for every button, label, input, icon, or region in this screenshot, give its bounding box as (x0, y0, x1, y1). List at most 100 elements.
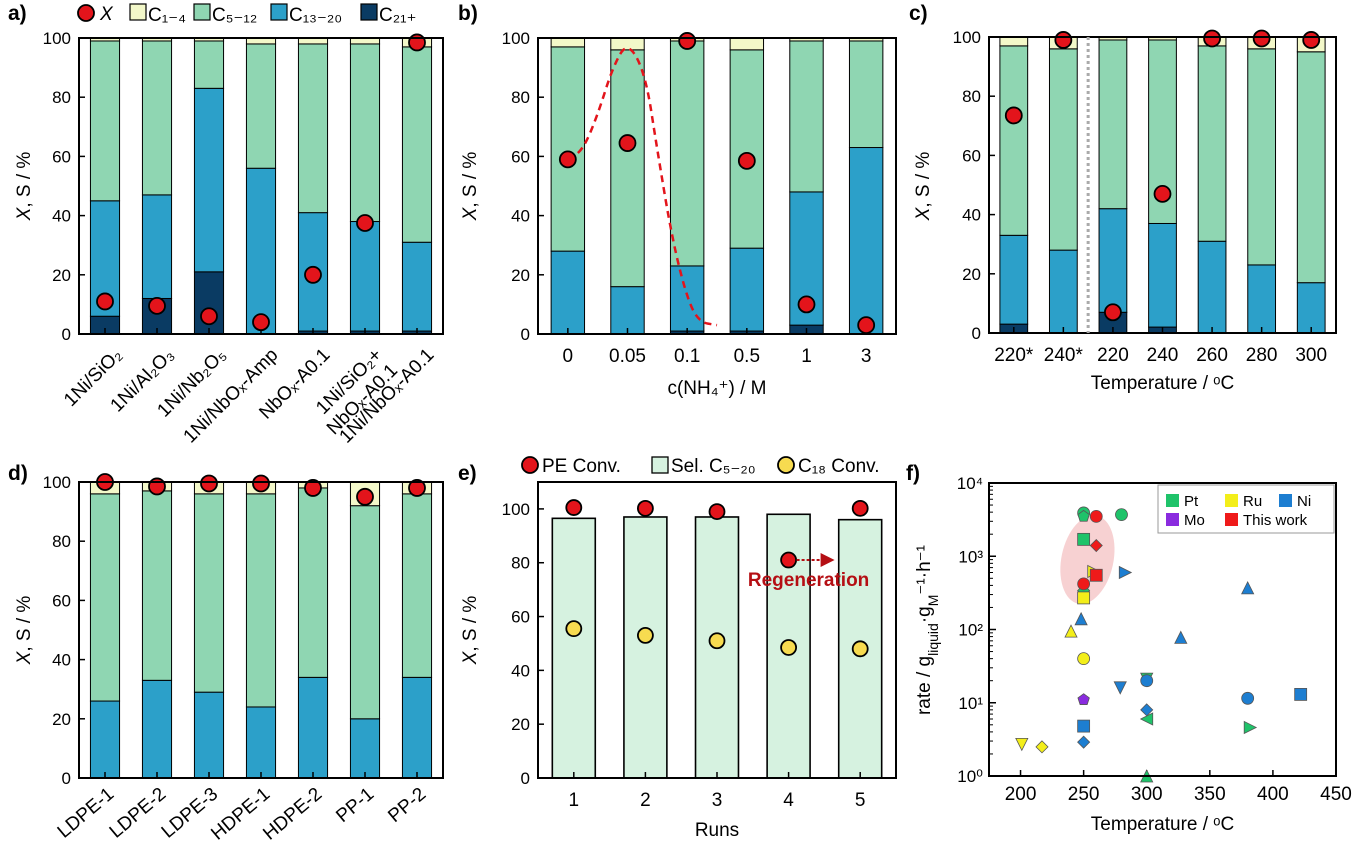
a-bar-C13_20-5 (349, 221, 381, 332)
c-conversion-point-6 (1302, 31, 1321, 49)
f-point-pt-1 (1077, 509, 1090, 522)
e-legend-sel-swatch (651, 456, 669, 474)
a-panel-label: a) (8, 2, 27, 25)
f-point-tw-27 (1077, 577, 1091, 591)
d-bar-C5_12-1 (141, 490, 173, 681)
b-xtick-label-2: 0.1 (674, 346, 700, 367)
f-point-tw-29 (1089, 538, 1103, 553)
c-bar-C13_20-5 (1247, 264, 1277, 334)
b-xtick-label-5: 3 (861, 346, 872, 367)
a-bar-C13_20-1 (141, 194, 173, 299)
c-bar-C5_12-5 (1247, 48, 1277, 266)
c-xtick-label-4: 260 (1196, 345, 1228, 366)
e-c18-conversion-point-2 (708, 632, 726, 650)
b-panel-label: b) (458, 2, 478, 25)
a-ytick-label-2: 40 (52, 207, 71, 226)
f-point-ni-21 (1140, 703, 1154, 717)
a-conversion-point-2 (200, 307, 218, 326)
d-ytick-label-1: 20 (52, 710, 71, 729)
c-xtick-label-2: 220 (1097, 345, 1129, 366)
d-xtick-label-0: LDPE-1 (54, 784, 118, 843)
a-conversion-point-1 (148, 296, 166, 315)
f-xtick-label-1: 250 (1068, 784, 1100, 805)
b-ytick-label-4: 80 (511, 88, 530, 107)
f-legend-swatch-ni (1279, 494, 1292, 507)
f-point-mo-26 (1077, 693, 1090, 705)
f-point-ni-15 (1074, 611, 1088, 626)
d-bar-C13_20-2 (193, 691, 225, 779)
f-point-ni-24 (1241, 691, 1255, 705)
d-bar-C13_20-5 (349, 718, 381, 779)
d-bar-C5_12-6 (401, 493, 433, 678)
f-xtick-label-4: 400 (1257, 784, 1289, 805)
f-xtick-label-5: 450 (1320, 784, 1352, 805)
a-bar-C5_12-0 (89, 40, 121, 202)
c-bar-C13_20-1 (1048, 249, 1078, 334)
c-conversion-point-5 (1252, 29, 1271, 48)
e-frame (537, 481, 897, 779)
c-ytitle: X, S / % (913, 152, 934, 222)
c-ytick-label-1: 20 (962, 265, 981, 284)
panel-a: 0 20 40 60 80 100 a) X, S / % X C₁₋₄ C₅₋₁₂ C₁₃₋₂₀ C₂… (8, 2, 444, 447)
d-xtick-label-4: HDPE-2 (259, 784, 326, 845)
f-legend-swatch-mo (1166, 513, 1179, 526)
c-bar-C13_20-2 (1098, 208, 1128, 313)
f-point-ni-25 (1294, 688, 1308, 701)
c-conversion-point-1 (1054, 31, 1073, 49)
e-c18-conversion-point-0 (565, 620, 583, 638)
c-xtick-label-6: 300 (1295, 345, 1327, 366)
d-bar-C5_12-3 (245, 493, 277, 708)
b-bar-C5_12-5 (848, 40, 884, 149)
e-legend-c18-marker (777, 456, 795, 474)
b-xtick-label-4: 1 (801, 346, 812, 367)
c-bar-C13_20-3 (1148, 222, 1177, 328)
a-bar-C5_12-5 (349, 43, 381, 223)
a-bar-C5_12-4 (297, 43, 329, 214)
f-legend-label-pt: Pt (1184, 493, 1199, 510)
b-conversion-point-1 (618, 134, 637, 152)
a-bar-C13_20-3 (245, 167, 277, 335)
e-ytitle: X, S / % (460, 596, 481, 666)
b-conversion-point-0 (558, 150, 577, 169)
a-legend-swatch-1 (129, 3, 147, 21)
d-bar-C5_12-4 (297, 487, 329, 678)
a-legend-label-1: C₁₋₄ (148, 5, 186, 26)
a-bar-C5_12-2 (193, 40, 225, 89)
a-conversion-point-6 (408, 33, 426, 52)
f-ytick-label-1: 10¹ (958, 694, 983, 713)
a-ytick-label-3: 60 (52, 147, 71, 166)
f-point-ru-12 (1077, 652, 1091, 666)
e-panel-label: e) (458, 462, 477, 485)
e-ytick-label-1: 20 (511, 715, 530, 734)
c-ytick-label-5: 100 (953, 28, 981, 47)
e-pe-conversion-point-4 (851, 499, 869, 517)
e-ytick-label-5: 100 (502, 500, 530, 519)
d-conversion-point-6 (408, 479, 426, 497)
d-bar-C5_12-5 (349, 505, 381, 720)
b-conversion-point-5 (857, 316, 876, 335)
b-bar-C13_20-5 (848, 147, 884, 335)
e-xtick-label-1: 2 (640, 790, 651, 811)
c-bar-C13_20-4 (1197, 240, 1227, 334)
c-ytick-label-0: 0 (972, 324, 981, 343)
d-panel-label: d) (8, 462, 28, 485)
d-xtick-label-6: PP-2 (384, 784, 430, 827)
b-bar-C1_4-0 (550, 37, 586, 48)
d-conversion-point-4 (304, 479, 322, 497)
e-xlabel: Runs (695, 820, 739, 841)
a-legend-label-4: C₂₁₊ (379, 5, 417, 26)
c-bar-C5_12-1 (1048, 48, 1078, 251)
a-bar-C13_20-2 (193, 87, 225, 273)
f-legend-swatch-pt (1166, 494, 1179, 507)
e-regeneration-label: Regeneration (748, 570, 869, 591)
b-bar-C13_20-0 (550, 250, 586, 335)
e-xtick-label-3: 4 (783, 790, 794, 811)
b-ytick-label-5: 100 (502, 29, 530, 48)
c-bar-C13_20-0 (999, 234, 1029, 325)
a-conversion-point-5 (356, 214, 374, 232)
e-ytick-label-3: 60 (511, 608, 530, 627)
c-bar-C1_4-0 (999, 36, 1029, 47)
d-bar-C13_20-4 (297, 676, 329, 779)
b-bar-C13_20-3 (729, 247, 765, 332)
d-bar-C13_20-1 (141, 679, 173, 779)
